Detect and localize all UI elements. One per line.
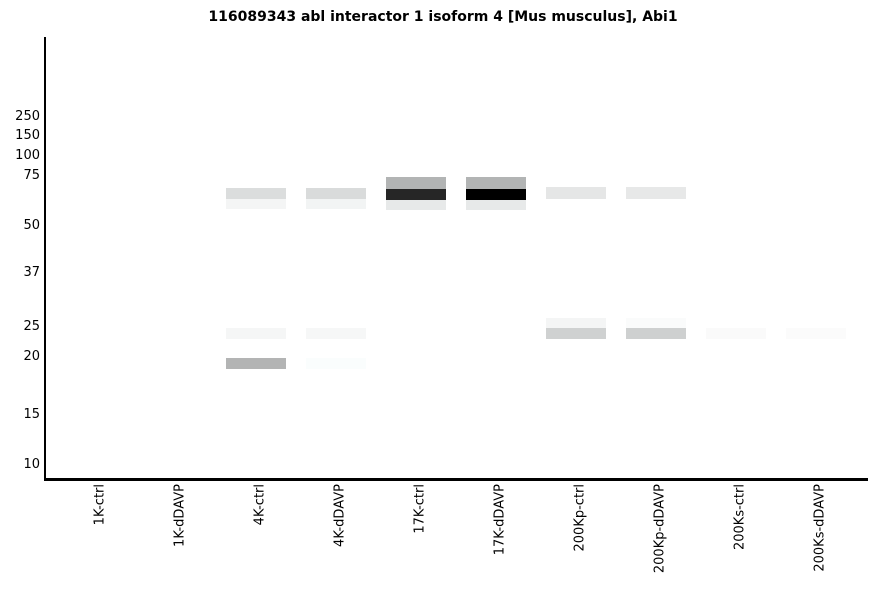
gel-band-200Kp-dDAVP-24kda bbox=[626, 328, 686, 339]
lane-label-1K-ctrl: 1K-ctrl bbox=[92, 484, 108, 526]
gel-band-4K-ctrl-24kda bbox=[226, 328, 286, 339]
lane-label-200Kp-ctrl: 200Kp-ctrl bbox=[572, 484, 588, 552]
x-axis-line bbox=[44, 478, 868, 481]
gel-band-200Ks-dDAVP-24kda bbox=[786, 328, 846, 339]
gel-band-17K-ctrl-66kda bbox=[386, 189, 446, 200]
gel-band-4K-ctrl-61kda bbox=[226, 199, 286, 209]
mw-tick-label-25: 25 bbox=[23, 319, 40, 334]
mw-tick-label-75: 75 bbox=[23, 168, 40, 183]
gel-band-200Kp-ctrl-24kda bbox=[546, 328, 606, 339]
chart-title: 116089343 abl interactor 1 isoform 4 [Mu… bbox=[208, 9, 678, 25]
mw-tick-label-15: 15 bbox=[23, 407, 40, 422]
gel-band-200Kp-dDAVP-26kda bbox=[626, 318, 686, 328]
mw-tick-label-20: 20 bbox=[23, 349, 40, 364]
gel-band-17K-dDAVP-60kda bbox=[466, 200, 526, 210]
lane-label-17K-ctrl: 17K-ctrl bbox=[412, 484, 428, 534]
gel-band-17K-ctrl-60kda bbox=[386, 200, 446, 210]
gel-band-4K-dDAVP-24kda bbox=[306, 328, 366, 339]
mw-tick-label-37: 37 bbox=[23, 265, 40, 280]
gel-band-4K-dDAVP-68kda bbox=[306, 188, 366, 199]
gel-band-17K-ctrl-74kda bbox=[386, 177, 446, 189]
lane-label-200Ks-ctrl: 200Ks-ctrl bbox=[732, 484, 748, 551]
y-axis-line bbox=[44, 37, 46, 481]
lane-label-200Ks-dDAVP: 200Ks-dDAVP bbox=[812, 484, 828, 572]
gel-band-17K-dDAVP-74kda bbox=[466, 177, 526, 189]
gel-band-4K-dDAVP-19kda bbox=[306, 358, 366, 369]
gel-band-4K-ctrl-68kda bbox=[226, 188, 286, 199]
lane-label-4K-ctrl: 4K-ctrl bbox=[252, 484, 268, 526]
gel-band-200Ks-ctrl-24kda bbox=[706, 328, 766, 339]
gel-band-4K-dDAVP-61kda bbox=[306, 199, 366, 209]
lane-label-4K-dDAVP: 4K-dDAVP bbox=[332, 484, 348, 547]
gel-band-200Kp-ctrl-67kda bbox=[546, 187, 606, 199]
lane-label-17K-dDAVP: 17K-dDAVP bbox=[492, 484, 508, 556]
gel-band-200Kp-ctrl-26kda bbox=[546, 318, 606, 328]
lane-label-1K-dDAVP: 1K-dDAVP bbox=[172, 484, 188, 547]
mw-tick-label-150: 150 bbox=[15, 128, 40, 143]
mw-tick-label-50: 50 bbox=[23, 218, 40, 233]
lane-label-200Kp-dDAVP: 200Kp-dDAVP bbox=[652, 484, 668, 574]
mw-tick-label-100: 100 bbox=[15, 148, 40, 163]
mw-tick-label-10: 10 bbox=[23, 457, 40, 472]
gel-band-17K-dDAVP-66kda bbox=[466, 189, 526, 200]
gel-band-200Kp-dDAVP-67kda bbox=[626, 187, 686, 199]
gel-band-4K-ctrl-19kda bbox=[226, 358, 286, 369]
mw-tick-label-250: 250 bbox=[15, 109, 40, 124]
